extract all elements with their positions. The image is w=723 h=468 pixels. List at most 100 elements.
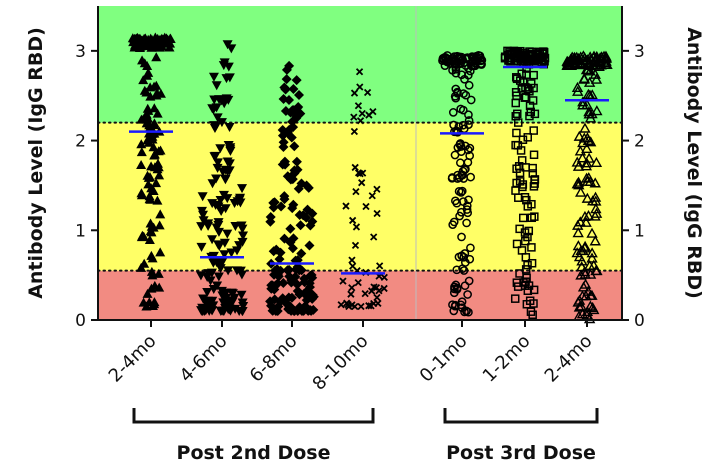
data-point	[352, 188, 360, 196]
data-point	[296, 265, 307, 276]
data-point	[447, 173, 457, 182]
data-point	[512, 278, 522, 287]
data-point	[351, 163, 359, 172]
data-point	[230, 304, 241, 314]
data-point	[212, 163, 223, 173]
data-point	[373, 209, 381, 218]
data-point	[461, 54, 471, 64]
data-point	[450, 150, 460, 160]
data-point	[211, 174, 222, 184]
data-point	[456, 59, 465, 69]
data-point	[220, 174, 231, 184]
data-point	[584, 65, 596, 76]
data-point	[137, 230, 148, 240]
data-point	[380, 273, 388, 282]
data-point	[529, 70, 538, 80]
data-point	[224, 123, 235, 133]
data-point	[154, 36, 165, 46]
data-point	[583, 152, 595, 163]
data-point	[224, 73, 235, 83]
data-point	[454, 186, 464, 196]
data-point	[136, 139, 147, 149]
category-label: 2-4mo	[105, 331, 161, 387]
data-point	[308, 291, 319, 302]
data-point	[213, 218, 224, 228]
data-point	[589, 235, 601, 246]
data-point	[275, 247, 286, 258]
data-point	[143, 172, 154, 182]
data-point	[212, 281, 223, 291]
data-point	[581, 132, 594, 143]
data-point	[219, 250, 230, 260]
data-point	[361, 290, 369, 298]
data-point	[580, 160, 593, 171]
y-tick-label-right: 1	[634, 221, 645, 241]
data-point	[576, 261, 588, 272]
data-point	[286, 277, 297, 288]
data-point	[235, 198, 246, 208]
data-point	[288, 84, 299, 95]
data-point	[350, 113, 358, 121]
data-point	[278, 93, 289, 104]
data-point	[284, 264, 295, 275]
data-point	[520, 228, 530, 237]
data-point	[511, 98, 521, 108]
data-point	[580, 216, 592, 227]
data-point	[203, 269, 214, 279]
data-point	[216, 96, 227, 106]
data-point	[148, 142, 159, 152]
data-point	[466, 243, 475, 253]
data-point	[213, 240, 224, 250]
data-point	[154, 220, 165, 230]
data-point	[520, 93, 530, 102]
data-point	[339, 277, 347, 285]
data-point	[462, 218, 471, 228]
data-point	[457, 207, 466, 217]
data-point	[348, 256, 356, 264]
tick-labels: 0 0 1 1 2 2 3 3	[75, 42, 645, 331]
data-point	[518, 50, 527, 59]
data-point	[308, 304, 319, 315]
threshold-lines	[97, 121, 623, 272]
data-point	[350, 89, 359, 97]
data-point	[365, 111, 373, 119]
data-point	[573, 301, 586, 312]
data-point	[198, 210, 209, 220]
data-point	[461, 90, 471, 100]
data-point	[588, 50, 600, 61]
data-point	[515, 76, 525, 85]
data-point	[370, 233, 378, 241]
data-point	[354, 278, 362, 287]
data-point	[590, 156, 603, 167]
data-point	[571, 81, 584, 93]
data-point	[265, 212, 276, 223]
data-point	[285, 223, 296, 234]
data-point	[222, 229, 233, 239]
data-point	[581, 192, 594, 203]
data-point	[450, 301, 460, 311]
data-point	[457, 186, 467, 196]
data-point	[526, 107, 536, 117]
data-point	[139, 33, 150, 43]
data-point	[527, 213, 537, 223]
axes	[91, 6, 629, 327]
data-point	[595, 59, 607, 70]
data-point	[464, 110, 473, 120]
data-point	[279, 194, 290, 205]
data-point	[202, 300, 213, 310]
data-point	[600, 52, 613, 63]
data-point	[289, 141, 300, 152]
data-point	[208, 72, 219, 82]
data-point	[572, 240, 585, 251]
data-point	[146, 283, 157, 293]
data-point	[146, 266, 157, 276]
data-point	[237, 184, 248, 194]
data-point	[442, 53, 451, 63]
data-point	[589, 210, 601, 221]
data-point	[576, 255, 588, 266]
data-point	[211, 223, 222, 233]
data-point	[581, 99, 593, 110]
data-point	[464, 195, 473, 205]
data-point	[304, 282, 315, 293]
data-point	[589, 191, 602, 202]
